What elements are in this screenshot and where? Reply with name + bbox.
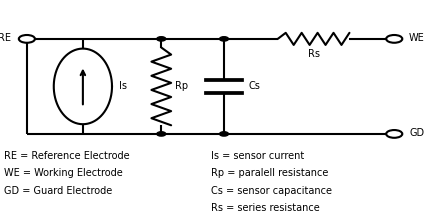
Circle shape: [157, 132, 166, 136]
Text: Cs: Cs: [249, 81, 261, 91]
Circle shape: [386, 130, 402, 138]
Text: Rs: Rs: [308, 49, 319, 59]
Circle shape: [220, 37, 228, 41]
Circle shape: [157, 37, 166, 41]
Text: Is: Is: [119, 81, 127, 91]
Text: RE: RE: [0, 33, 11, 43]
Text: Rs = series resistance: Rs = series resistance: [211, 203, 319, 213]
Text: WE: WE: [409, 33, 425, 43]
Text: Cs = sensor capacitance: Cs = sensor capacitance: [211, 186, 332, 196]
Text: Rp: Rp: [175, 81, 188, 91]
Text: WE = Working Electrode: WE = Working Electrode: [4, 168, 123, 178]
Circle shape: [386, 35, 402, 43]
Text: GD: GD: [409, 128, 424, 138]
Text: GD = Guard Electrode: GD = Guard Electrode: [4, 186, 113, 196]
Circle shape: [19, 35, 35, 43]
Text: Rp = paralell resistance: Rp = paralell resistance: [211, 168, 328, 178]
Circle shape: [220, 132, 228, 136]
Text: RE = Reference Electrode: RE = Reference Electrode: [4, 151, 130, 161]
Text: Is = sensor current: Is = sensor current: [211, 151, 304, 161]
